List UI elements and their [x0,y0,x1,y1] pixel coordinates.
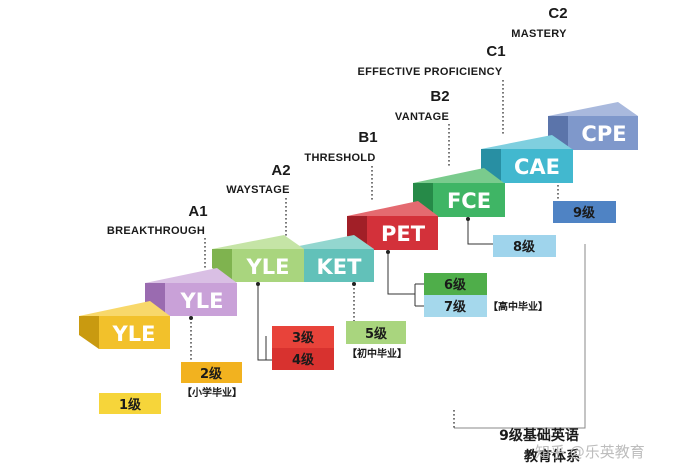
grade-8: 8级 [493,235,556,257]
block-cae-label: CAE [514,155,560,179]
block-yle-1-face [99,316,170,349]
block-yle-1-side [79,316,99,349]
level-a1-code: A1 [188,203,207,220]
grade-9-label: 9级 [573,205,596,221]
grade-3: 3级 [272,326,334,348]
block-yle-3: YLE [212,235,304,282]
grade-5: 5级 【初中毕业】 [346,321,407,360]
level-a2: A2 WAYSTAGE [226,162,290,196]
grade-4-box [272,348,334,370]
level-b1: B1 THRESHOLD [304,129,377,164]
block-yle-1: YLE [79,301,170,349]
grade-9: 9级 [553,201,616,223]
grade-6: 6级 [424,273,487,295]
level-a2-name: WAYSTAGE [226,184,290,196]
block-yle-3-top [212,235,304,249]
grade-2-box [181,362,242,383]
note-junior-graduate: 【初中毕业】 [347,347,407,360]
block-cae: CAE [481,135,573,183]
level-b2: B2 VANTAGE [395,88,450,123]
level-b1-name: THRESHOLD [304,152,375,164]
block-cpe-side [548,116,568,150]
block-fce: FCE [413,168,505,217]
block-pet-label: PET [381,222,426,246]
block-ket-label: KET [317,255,363,279]
block-pet-face [367,216,438,250]
block-cae-face [501,149,573,183]
grade-7: 7级 【高中毕业】 [424,295,548,317]
block-cpe-label: CPE [581,122,626,146]
block-ket-top [284,235,374,249]
block-yle-3-side [212,249,232,282]
level-b2-code: B2 [430,88,449,105]
level-c2: C2 MASTERY [511,5,567,40]
block-fce-label: FCE [447,189,491,213]
grade-7-box [424,295,487,317]
block-yle-1-label: YLE [112,322,156,346]
block-cpe-top [548,102,638,116]
grade-6-box [424,273,487,295]
level-c1: C1 EFFECTIVE PROFICIENCY [357,43,505,78]
grade-4-label: 4级 [292,352,315,368]
grade-1-box [99,393,161,414]
block-yle-2-face [165,283,237,316]
block-cpe: CPE [548,102,638,150]
grade-2-label: 2级 [200,366,223,382]
block-cpe-face [568,116,638,150]
level-c2-code: C2 [548,5,567,22]
level-leader-lines [204,80,504,268]
level-c1-name: EFFECTIVE PROFICIENCY [357,66,502,78]
level-b1-code: B1 [358,129,377,146]
block-cae-top [481,135,572,149]
grade-connectors [189,185,586,429]
block-yle-2-side [145,283,165,316]
level-b2-name: VANTAGE [395,111,449,123]
grade-5-box [346,321,406,344]
level-c2-name: MASTERY [511,28,567,40]
grade-4: 4级 [272,348,334,370]
block-pet: PET [347,201,438,250]
grade-8-box [493,235,556,257]
level-a2-code: A2 [271,162,290,179]
block-cae-side [481,149,501,183]
grade-8-label: 8级 [513,239,536,255]
level-a1: A1 BREAKTHROUGH [107,203,208,237]
block-yle-3-face [232,249,304,282]
grade-9-box [553,201,616,223]
grade-3-box [272,326,334,348]
note-senior-graduate: 【高中毕业】 [488,300,548,313]
grade-6-label: 6级 [444,277,467,293]
note-primary-graduate: 【小学毕业】 [182,386,242,399]
block-yle-2: YLE [145,268,237,316]
block-ket-face [304,249,374,282]
grade-5-label: 5级 [365,326,388,342]
level-a1-name: BREAKTHROUGH [107,225,205,237]
block-yle-1-top [79,301,170,316]
block-pet-top [347,201,438,216]
grade-3-label: 3级 [292,330,315,346]
system-caption: 9级基础英语 教育体系 [499,427,580,465]
block-fce-face [433,183,505,217]
block-fce-top [413,168,504,183]
grade-1-label: 1级 [119,397,142,413]
caption-line-2: 教育体系 [524,448,580,465]
grade-7-label: 7级 [444,299,467,315]
watermark: 知乎 @乐英教育 [535,443,645,461]
block-yle-3-label: YLE [246,255,290,279]
block-yle-2-label: YLE [180,289,224,313]
grade-2: 2级 【小学毕业】 [181,362,242,399]
block-yle-2-top [145,268,237,283]
grade-1: 1级 [99,393,161,414]
caption-line-1: 9级基础英语 [499,427,579,444]
level-c1-code: C1 [486,43,505,60]
